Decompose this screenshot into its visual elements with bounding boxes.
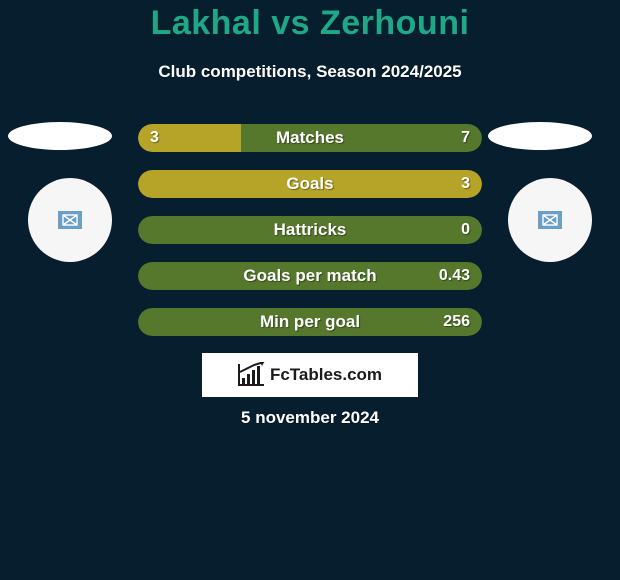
player-disc-left xyxy=(8,122,112,150)
stat-label: Matches xyxy=(138,124,482,152)
page-title: Lakhal vs Zerhouni xyxy=(0,4,620,43)
stat-bar: 37Matches xyxy=(138,124,482,152)
brand-logo[interactable]: FcTables.com xyxy=(202,353,418,397)
stat-bar: 0.43Goals per match xyxy=(138,262,482,290)
date-label: 5 november 2024 xyxy=(0,408,620,428)
page-subtitle: Club competitions, Season 2024/2025 xyxy=(0,62,620,82)
stat-label: Hattricks xyxy=(138,216,482,244)
placeholder-badge-icon xyxy=(538,211,562,229)
stat-bar: 256Min per goal xyxy=(138,308,482,336)
stat-bar: 3Goals xyxy=(138,170,482,198)
comparison-card: Lakhal vs Zerhouni Club competitions, Se… xyxy=(0,0,620,580)
stat-label: Goals per match xyxy=(138,262,482,290)
comparison-bars: 37Matches 3Goals 0Hattricks 0.43Goals per m… xyxy=(138,124,482,354)
stat-label: Goals xyxy=(138,170,482,198)
player-badge-left xyxy=(28,178,112,262)
player-disc-right xyxy=(488,122,592,150)
player-badge-right xyxy=(508,178,592,262)
placeholder-badge-icon xyxy=(58,211,82,229)
stat-label: Min per goal xyxy=(138,308,482,336)
chart-icon xyxy=(238,364,264,386)
stat-bar: 0Hattricks xyxy=(138,216,482,244)
brand-name: FcTables.com xyxy=(270,365,382,385)
